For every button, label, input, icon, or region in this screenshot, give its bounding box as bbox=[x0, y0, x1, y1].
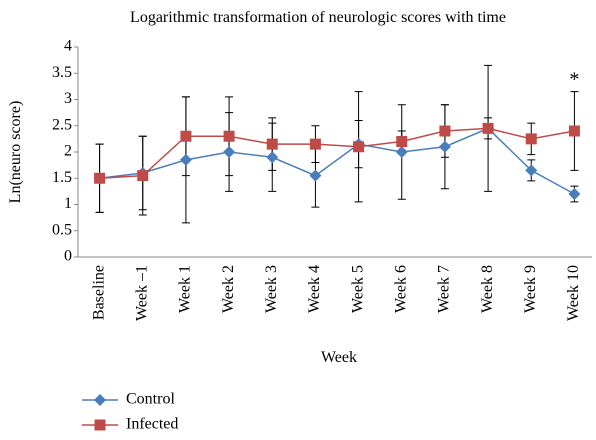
point bbox=[525, 133, 537, 145]
x-tick-label: Week 9 bbox=[522, 265, 539, 313]
x-tick-label: Week –1 bbox=[133, 265, 150, 321]
x-tick-label: Week 7 bbox=[436, 265, 453, 313]
point bbox=[439, 125, 451, 137]
point bbox=[525, 164, 538, 177]
point bbox=[179, 153, 192, 166]
legend-entry: Infected bbox=[82, 416, 178, 433]
x-tick-label: Week 8 bbox=[479, 265, 496, 313]
point bbox=[309, 169, 322, 182]
point bbox=[568, 188, 581, 200]
y-tick-label: 2 bbox=[64, 143, 72, 160]
series-line bbox=[99, 127, 575, 179]
series-line bbox=[99, 127, 575, 195]
x-tick-label: Week 5 bbox=[349, 265, 366, 313]
x-tick-label: Week 6 bbox=[392, 265, 409, 313]
x-tick-label: Baseline bbox=[90, 265, 107, 320]
x-tick-label: Week 1 bbox=[177, 265, 194, 313]
x-tick-label: Week 3 bbox=[263, 265, 280, 313]
point bbox=[396, 136, 408, 147]
x-tick-label: Week 4 bbox=[306, 265, 323, 313]
y-tick-label: 2.5 bbox=[52, 116, 72, 133]
point bbox=[482, 122, 494, 134]
y-tick-label: 1 bbox=[64, 195, 72, 212]
point bbox=[438, 140, 451, 153]
point bbox=[395, 146, 408, 158]
y-tick-label: 0.5 bbox=[52, 221, 72, 238]
legend-label: Control bbox=[126, 391, 175, 408]
x-tick-label: Week 2 bbox=[220, 265, 237, 313]
y-axis-label: Ln(neuro score) bbox=[7, 101, 24, 204]
point bbox=[137, 170, 149, 182]
y-tick-label: 3 bbox=[64, 90, 72, 107]
legend-marker bbox=[94, 394, 106, 406]
point bbox=[94, 172, 106, 184]
point bbox=[266, 138, 278, 150]
point bbox=[223, 130, 235, 142]
legend-entry: Control bbox=[82, 391, 175, 408]
point bbox=[223, 146, 236, 158]
y-tick-label: 1.5 bbox=[52, 169, 72, 186]
y-tick-label: 0 bbox=[64, 248, 72, 265]
legend-marker bbox=[94, 419, 106, 431]
point bbox=[309, 138, 321, 150]
annotation: * bbox=[569, 69, 579, 91]
x-axis-label: Week bbox=[321, 349, 357, 366]
y-tick-label: 3.5 bbox=[52, 64, 72, 81]
point bbox=[568, 125, 580, 137]
y-tick-label: 4 bbox=[64, 38, 72, 55]
point bbox=[353, 141, 365, 153]
point bbox=[180, 130, 192, 142]
chart-title: Logarithmic transformation of neurologic… bbox=[130, 9, 506, 26]
point bbox=[266, 151, 279, 164]
legend-label: Infected bbox=[126, 416, 178, 433]
x-tick-label: Week 10 bbox=[565, 265, 582, 321]
